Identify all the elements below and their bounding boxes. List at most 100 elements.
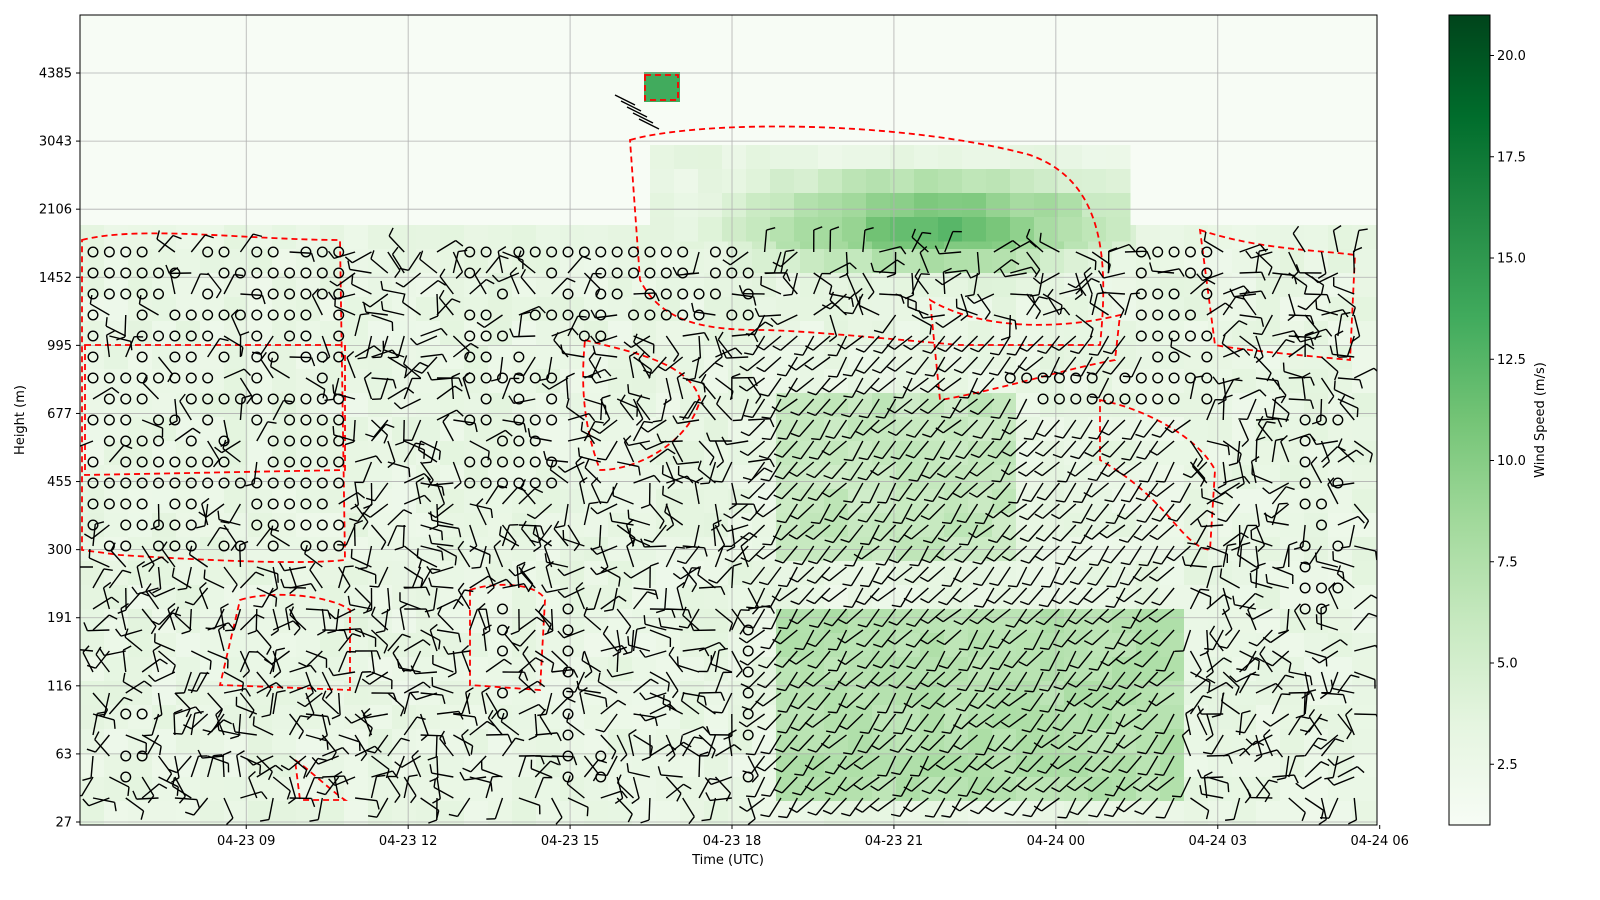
wind-speed-cell bbox=[818, 193, 843, 218]
wind-speed-cell bbox=[1376, 345, 1377, 370]
wind-speed-cell bbox=[176, 297, 201, 322]
wind-speed-cell bbox=[1040, 729, 1065, 754]
wind-speed-cell bbox=[80, 729, 105, 754]
wind-speed-cell bbox=[896, 801, 921, 825]
wind-speed-cell bbox=[722, 169, 747, 194]
wind-speed-cell bbox=[1328, 441, 1353, 466]
wind-speed-cell bbox=[1376, 681, 1377, 706]
wind-speed-cell bbox=[866, 169, 891, 194]
wind-speed-cell bbox=[464, 729, 489, 754]
wind-speed-cell bbox=[698, 169, 723, 194]
colorbar-label: Wind Speed (m/s) bbox=[1533, 362, 1548, 478]
wind-speed-cell bbox=[272, 465, 297, 490]
y-tick-label: 4385 bbox=[39, 67, 72, 82]
wind-speed-cell bbox=[1352, 609, 1377, 634]
wind-speed-cell bbox=[104, 513, 129, 538]
wind-speed-cell bbox=[392, 225, 417, 250]
wind-speed-cell bbox=[1232, 705, 1257, 730]
wind-speed-cell bbox=[224, 561, 249, 586]
wind-speed-cell bbox=[584, 633, 609, 658]
wind-speed-cell bbox=[1376, 537, 1377, 562]
x-axis-ticks: 04-23 09 04-23 12 04-23 15 04-23 18 04-23 21… bbox=[217, 825, 1409, 849]
wind-speed-cell bbox=[680, 489, 705, 514]
wind-speed-cell bbox=[1304, 369, 1329, 394]
colorbar-tick-label: 7.5 bbox=[1497, 555, 1518, 570]
wind-speed-cell bbox=[224, 801, 249, 825]
wind-speed-cell bbox=[536, 321, 561, 346]
wind-speed-cell bbox=[746, 169, 771, 194]
wind-speed-cell bbox=[1040, 441, 1065, 466]
wind-speed-cell bbox=[464, 465, 489, 490]
wind-speed-cell bbox=[1376, 441, 1377, 466]
wind-speed-cell bbox=[896, 345, 921, 370]
wind-speed-cell bbox=[488, 585, 513, 610]
wind-speed-cell bbox=[1376, 273, 1377, 298]
wind-speed-cell bbox=[608, 657, 633, 682]
wind-speed-cell bbox=[80, 609, 105, 634]
wind-speed-cell bbox=[152, 513, 177, 538]
wind-speed-cell bbox=[104, 225, 129, 250]
wind-speed-cell bbox=[1376, 561, 1377, 586]
wind-speed-cell bbox=[1328, 369, 1353, 394]
wind-speed-cell bbox=[776, 801, 801, 825]
wind-speed-cell bbox=[1376, 297, 1377, 322]
wind-speed-cell bbox=[824, 297, 849, 322]
wind-speed-cell bbox=[560, 345, 585, 370]
wind-speed-cell bbox=[80, 249, 105, 274]
wind-speed-cell bbox=[632, 489, 657, 514]
wind-speed-cell bbox=[770, 217, 795, 242]
wind-speed-cell bbox=[938, 169, 963, 194]
wind-speed-cell bbox=[1160, 441, 1185, 466]
wind-speed-cell bbox=[1136, 273, 1161, 298]
wind-speed-cell bbox=[1352, 657, 1377, 682]
wind-speed-cell bbox=[344, 681, 369, 706]
wind-speed-cell bbox=[920, 585, 945, 610]
wind-speed-cell bbox=[176, 465, 201, 490]
wind-speed-cell bbox=[512, 777, 537, 802]
wind-speed-cell bbox=[320, 777, 345, 802]
wind-speed-cell bbox=[968, 441, 993, 466]
wind-speed-cell bbox=[296, 489, 321, 514]
wind-speed-cell bbox=[1160, 417, 1185, 442]
wind-speed-cell bbox=[1232, 225, 1257, 250]
wind-speed-cell bbox=[650, 145, 675, 170]
wind-speed-cell bbox=[368, 729, 393, 754]
wind-speed-cell bbox=[1106, 145, 1131, 170]
wind-speed-cell bbox=[1352, 729, 1377, 754]
wind-speed-cell bbox=[1184, 705, 1209, 730]
wind-speed-cell bbox=[650, 169, 675, 194]
wind-speed-cell bbox=[152, 705, 177, 730]
y-tick-label: 677 bbox=[47, 407, 72, 422]
wind-speed-cell bbox=[104, 489, 129, 514]
wind-speed-cell bbox=[1256, 705, 1281, 730]
wind-speed-cell bbox=[296, 561, 321, 586]
wind-speed-cell bbox=[1160, 585, 1185, 610]
wind-speed-cell bbox=[368, 273, 393, 298]
wind-speed-cell bbox=[848, 345, 873, 370]
wind-speed-cell bbox=[1328, 609, 1353, 634]
wind-speed-cell bbox=[872, 753, 897, 778]
wind-speed-cell bbox=[80, 417, 105, 442]
wind-speed-cell bbox=[104, 801, 129, 825]
wind-speed-cell bbox=[842, 145, 867, 170]
wind-speed-cell bbox=[512, 801, 537, 825]
y-axis-label: Height (m) bbox=[13, 385, 28, 455]
wind-speed-cell bbox=[272, 225, 297, 250]
wind-speed-cell bbox=[176, 777, 201, 802]
wind-speed-cell bbox=[962, 169, 987, 194]
colorbar-tick-label: 10.0 bbox=[1497, 454, 1526, 469]
wind-speed-cell bbox=[320, 513, 345, 538]
wind-speed-cell bbox=[296, 369, 321, 394]
wind-speed-cell bbox=[320, 801, 345, 825]
wind-speed-cell bbox=[128, 633, 153, 658]
wind-speed-cell bbox=[794, 145, 819, 170]
wind-speed-cell bbox=[296, 681, 321, 706]
wind-speed-cell bbox=[464, 705, 489, 730]
wind-speed-cell bbox=[368, 321, 393, 346]
colorbar: 2.5 5.0 7.5 10.0 12.5 15.0 17.5 20.0 Wind Speed… bbox=[1448, 14, 1548, 826]
wind-speed-cell bbox=[440, 465, 465, 490]
wind-speed-cell bbox=[1376, 657, 1377, 682]
wind-speed-cell bbox=[944, 513, 969, 538]
wind-speed-cell bbox=[1328, 729, 1353, 754]
wind-speed-cell bbox=[1376, 801, 1377, 825]
